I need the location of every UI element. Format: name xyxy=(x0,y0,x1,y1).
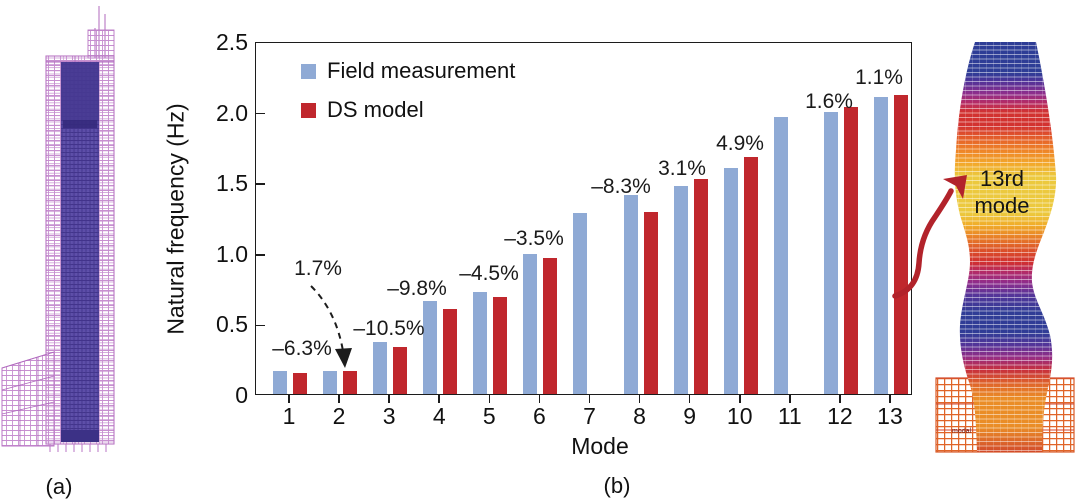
bar-ds-model xyxy=(843,107,858,394)
legend-label-ds-model: DS model xyxy=(327,97,424,122)
y-tick-mark xyxy=(256,254,265,256)
y-tick-label: 0.5 xyxy=(216,311,248,338)
panel-a-building-model: (a) xyxy=(0,0,160,499)
bar-ds-model xyxy=(893,94,908,394)
x-tick-label: 5 xyxy=(482,403,496,429)
legend-label-field-measurement: Field measurement xyxy=(327,58,516,83)
bar-field-measurement xyxy=(473,292,488,394)
x-tick-label: 2 xyxy=(332,403,346,429)
panel-mode-shape: 13rd mode modal xyxy=(930,0,1080,502)
x-tick-mark xyxy=(789,395,791,403)
y-tick-label: 1.0 xyxy=(216,240,248,267)
bar-field-measurement xyxy=(773,117,788,394)
y-tick-label: 2.5 xyxy=(216,29,248,55)
x-tick-mark xyxy=(588,395,591,403)
bar-field-measurement xyxy=(273,371,287,394)
x-tick-label: 8 xyxy=(633,403,646,429)
building-podium xyxy=(1,351,55,447)
chart-legend: Field measurement DS model xyxy=(301,58,515,136)
bar-field-measurement xyxy=(823,111,838,394)
annotation-percent-diff: –4.5% xyxy=(459,262,519,285)
annotation-percent-diff: –8.3% xyxy=(591,175,651,198)
bar-ds-model xyxy=(293,372,307,394)
x-tick-mark xyxy=(288,395,290,403)
x-tick-label: 12 xyxy=(827,403,853,429)
bar-ds-model xyxy=(493,296,508,394)
annotation-percent-diff: 3.1% xyxy=(658,157,706,180)
bar-field-measurement xyxy=(873,97,888,394)
x-tick-label: 13 xyxy=(877,403,903,429)
bar-ds-model xyxy=(543,258,558,394)
annotation-percent-diff: –10.5% xyxy=(353,317,425,340)
bar-field-measurement xyxy=(673,186,688,394)
legend-item-ds-model: DS model xyxy=(301,97,515,123)
plot-area: Field measurement DS model –6.3% 1.7% –10.… xyxy=(255,42,912,395)
legend-swatch-ds-model xyxy=(301,102,316,118)
mode-shape-tiny-label: modal xyxy=(952,428,972,435)
bar-ds-model xyxy=(743,156,758,394)
x-tick-label: 4 xyxy=(432,403,446,429)
x-tick-mark xyxy=(738,395,741,403)
legend-item-field-measurement: Field measurement xyxy=(301,58,515,84)
bar-field-measurement xyxy=(573,213,588,394)
y-tick-mark xyxy=(256,112,265,115)
mode-shape-label-line2: mode xyxy=(974,193,1029,218)
panel-a-label: (a) xyxy=(45,474,73,499)
x-tick-mark xyxy=(488,395,491,403)
mode-shape-tower xyxy=(954,42,1057,452)
x-tick-label: 3 xyxy=(382,403,396,429)
x-tick-label: 9 xyxy=(683,403,697,429)
building-tower xyxy=(45,55,115,452)
building-wireframe-image xyxy=(1,6,115,452)
building-antenna xyxy=(87,6,115,59)
x-tick-mark xyxy=(638,395,641,403)
bar-field-measurement xyxy=(323,371,338,394)
annotation-percent-diff: 1.6% xyxy=(805,90,853,113)
x-tick-mark xyxy=(839,395,841,403)
y-tick-mark xyxy=(256,183,265,185)
x-tick-label: 7 xyxy=(583,403,596,429)
y-tick-mark xyxy=(256,324,265,327)
legend-swatch-field-measurement xyxy=(301,63,316,79)
y-tick-label: 0 xyxy=(235,382,248,408)
annotation-percent-diff: –6.3% xyxy=(272,337,332,360)
bar-field-measurement xyxy=(423,300,438,394)
bar-field-measurement xyxy=(623,194,638,394)
y-tick-label: 2.0 xyxy=(216,99,248,126)
annotation-percent-diff: –3.5% xyxy=(504,227,564,250)
y-tick-label: 1.5 xyxy=(216,170,248,197)
x-tick-mark xyxy=(688,395,691,403)
bar-field-measurement xyxy=(723,168,738,394)
panel-b-label: (b) xyxy=(603,473,631,498)
x-tick-mark xyxy=(889,395,891,403)
annotation-percent-diff: –9.8% xyxy=(387,277,447,300)
x-tick-label: 10 xyxy=(726,403,753,429)
x-tick-label: 1 xyxy=(282,403,296,429)
bar-field-measurement xyxy=(373,341,388,394)
x-tick-mark xyxy=(438,395,441,403)
bar-ds-model xyxy=(693,179,708,394)
annotation-percent-diff: 1.7% xyxy=(294,257,342,280)
bar-ds-model xyxy=(443,309,458,394)
mode-shape-label-line1: 13rd xyxy=(980,166,1024,191)
annotation-percent-diff: 4.9% xyxy=(716,132,764,155)
x-axis-title: Mode xyxy=(571,433,629,459)
x-tick-label: 11 xyxy=(777,403,802,429)
bar-ds-model xyxy=(643,211,658,394)
bar-ds-model xyxy=(343,370,358,394)
y-axis-title: Natural frequency (Hz) xyxy=(162,103,189,335)
x-tick-mark xyxy=(338,395,340,403)
bar-ds-model xyxy=(393,347,408,394)
x-tick-mark xyxy=(388,395,390,403)
x-tick-label: 6 xyxy=(532,403,546,429)
x-tick-mark xyxy=(538,395,541,403)
mode-shape-image: 13rd mode modal xyxy=(935,42,1075,453)
bar-field-measurement xyxy=(523,254,538,394)
annotation-percent-diff: 1.1% xyxy=(855,66,903,89)
